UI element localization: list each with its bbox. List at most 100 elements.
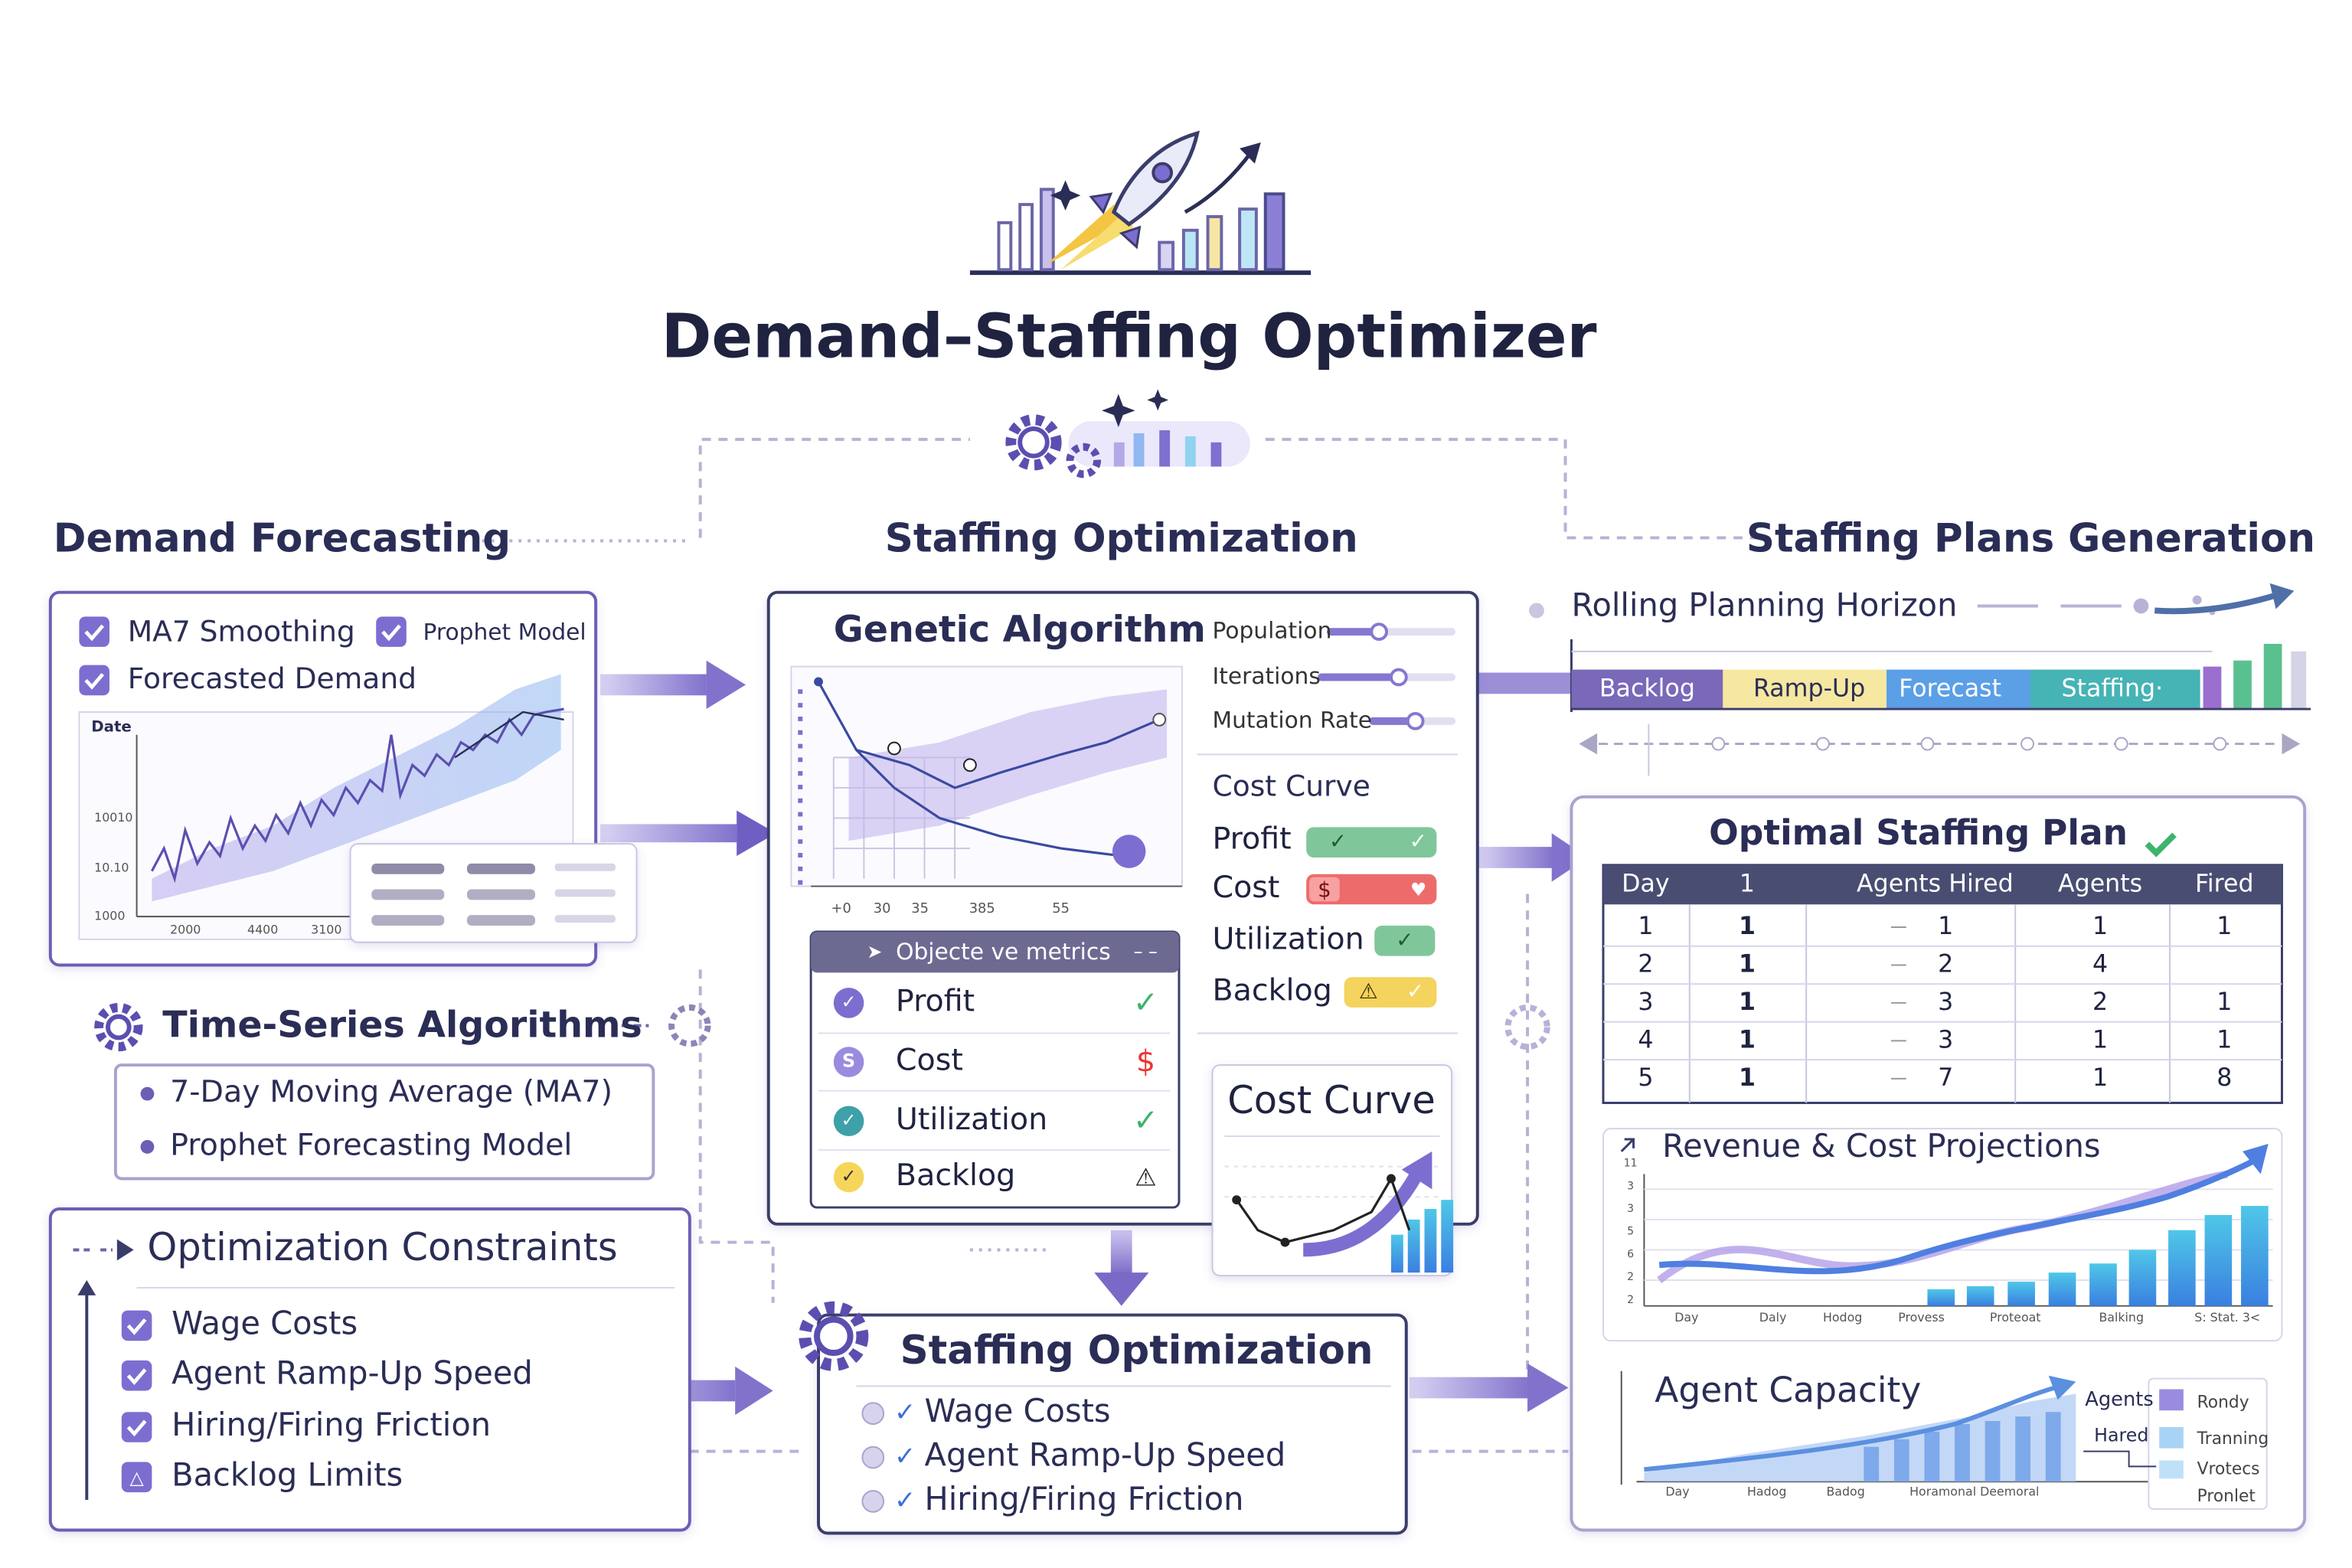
checkbox: [121, 1310, 152, 1341]
label: Balking: [2099, 1310, 2144, 1325]
flow-arrow-part: [1477, 672, 1572, 694]
gear-icon-part: [1113, 442, 1125, 467]
status-pill-part: ✓: [1329, 828, 1347, 854]
rocket-icon-part: [1152, 162, 1174, 184]
capacity-chart-part-part: [1893, 1439, 1909, 1482]
cost-curve-card-part: [1424, 1209, 1437, 1273]
gear-icon-part: [1184, 436, 1196, 467]
label: Wage Costs: [925, 1392, 1111, 1429]
label: Rondy: [2197, 1393, 2249, 1412]
capacity-chart-part-part: [1924, 1431, 1940, 1482]
table-cell: 1: [2092, 1026, 2108, 1054]
label: Agent Ramp-Up Speed: [172, 1354, 533, 1392]
horizon-part: [2154, 590, 2282, 615]
metrics-card-part: [811, 931, 1179, 973]
label: Cost Curve: [1227, 1078, 1436, 1122]
capacity-chart-part: [2083, 1450, 2157, 1468]
cost-curve-card-part: [1441, 1200, 1454, 1273]
axis-arrow-head: [77, 1280, 96, 1295]
status-pill-part: [1374, 926, 1436, 956]
column-header: 1: [1740, 871, 1755, 898]
rocket-icon-part: [1206, 214, 1223, 272]
rocket-icon-part: [1045, 204, 1129, 266]
horizon-part: [1816, 737, 1830, 751]
revenue-chart-part: [2243, 1143, 2269, 1174]
rocket-icon-part: [1089, 192, 1142, 250]
horizon: [1529, 583, 2311, 776]
rocket-icon-part: [1184, 150, 1253, 214]
overlay-card-part: [554, 915, 616, 923]
label: 55: [1052, 900, 1070, 916]
label: 4400: [247, 922, 278, 936]
horizon-part: [2233, 660, 2252, 710]
cost-curve-card-part: [1303, 1171, 1423, 1257]
checkbox: [121, 1360, 152, 1391]
label: Hadog: [1747, 1485, 1786, 1499]
metrics-card-part: ✓: [1133, 1103, 1158, 1138]
flow-arrow-part: [600, 824, 737, 843]
overlay-card-part: [466, 863, 535, 874]
capacity-chart-part-part: [1955, 1424, 1970, 1482]
label: Hodog: [1823, 1310, 1862, 1325]
label: Pronlet: [2197, 1487, 2256, 1506]
label: Forecast: [1899, 675, 2001, 702]
connector-part: [1265, 437, 1758, 540]
label: Backlog: [1599, 675, 1695, 702]
optimization-card: [817, 1313, 1408, 1535]
horizon-part: [2213, 737, 2227, 751]
status-pill: ✓ ✓ $ ♥ ✓ ⚠ ✓: [1306, 827, 1437, 1008]
algorithms-box: [113, 1063, 655, 1181]
check: [2145, 832, 2177, 858]
table-cell: 1: [1938, 913, 1953, 940]
slider-part: [1370, 622, 1389, 642]
horizon-part: [2203, 666, 2222, 710]
status-pill-part: ✓: [1406, 978, 1424, 1004]
column-header: Agents: [2058, 871, 2142, 898]
gear-icon-part: [1102, 394, 1135, 428]
plan-table-part: [1603, 864, 2282, 905]
horizon-part: [1711, 737, 1726, 751]
label: 1000: [94, 909, 125, 923]
horizon-part: [2282, 733, 2301, 755]
connector-part: [698, 969, 775, 1303]
gear-part: [668, 1004, 711, 1047]
label: +0: [831, 900, 851, 916]
revenue-chart-part: [2048, 1272, 2076, 1306]
table-cell: 1: [2092, 1064, 2108, 1092]
capacity-chart-part: [2159, 1426, 2184, 1449]
slider-part: [1390, 668, 1408, 687]
cost-curve-card-part: [1387, 1174, 1396, 1184]
revenue-chart-part: [2089, 1263, 2117, 1306]
genetic-chart-part: [962, 758, 977, 773]
horizon-part: [1920, 737, 1935, 751]
title: Demand–Staffing Optimizer: [662, 302, 1597, 372]
table-cell: 4: [1638, 1026, 1653, 1054]
status-pill-part: $: [1318, 877, 1331, 903]
label: Staffing·: [2062, 675, 2164, 702]
overlay-card-part: [466, 915, 535, 926]
flow-arrow-part: [1094, 1272, 1149, 1306]
flow-arrow-part: [1409, 1377, 1531, 1399]
genetic-chart-part: [856, 718, 1160, 789]
warning-box: [121, 1462, 152, 1493]
gear-part: [814, 1316, 854, 1356]
label: Agent Ramp-Up Speed: [925, 1436, 1286, 1474]
table-cell: 7: [1938, 1064, 1953, 1092]
table-cell: 5: [1638, 1064, 1653, 1092]
label: 3: [1627, 1180, 1634, 1192]
overlay-card-part: [371, 863, 445, 874]
gear-icon-part: [1210, 442, 1222, 467]
flow-arrow-part: [706, 660, 746, 710]
gear-icon-part: [1159, 430, 1171, 467]
cost-curve-card-part: [1407, 1219, 1420, 1273]
horizon-part: [1886, 669, 2031, 710]
section-title: Optimization Constraints: [147, 1225, 617, 1269]
label: Utilization: [1212, 921, 1364, 956]
label: Rolling Planning Horizon: [1571, 586, 1957, 623]
horizon-part: [1571, 669, 1723, 710]
table-cell: 1: [1739, 1064, 1756, 1092]
label: Profit: [1212, 822, 1291, 857]
overlay-card-part: [554, 889, 616, 897]
label: 3: [1627, 1203, 1634, 1215]
checkbox-mark: [126, 1368, 147, 1385]
